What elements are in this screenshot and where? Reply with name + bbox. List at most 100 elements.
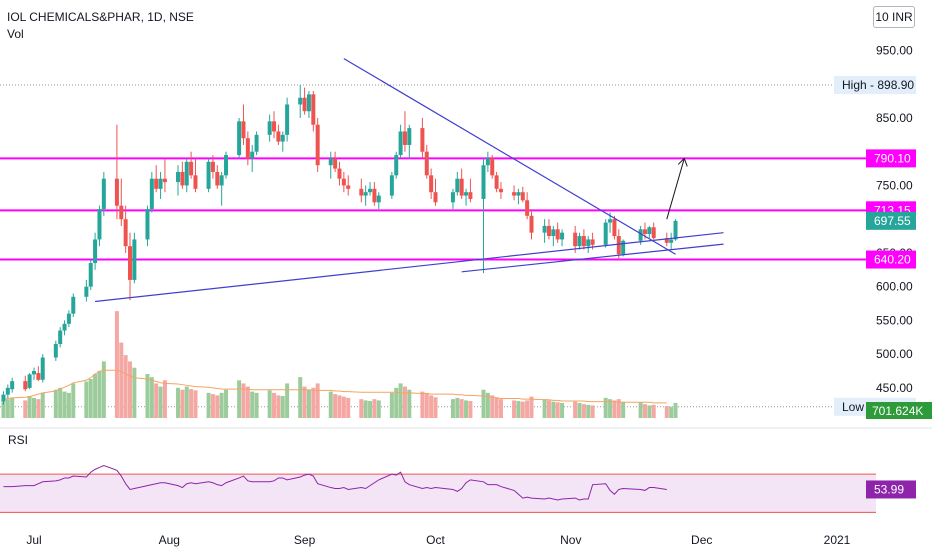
volume-bar — [359, 399, 364, 418]
candle-body — [542, 225, 547, 233]
volume-bar — [429, 395, 434, 418]
candle-body — [272, 121, 277, 132]
volume-bar — [546, 400, 551, 418]
high-label: High - 898.90 — [842, 78, 914, 92]
candle-body — [215, 171, 220, 186]
volume-bar — [302, 386, 307, 418]
volume-bar — [529, 396, 534, 418]
volume-bar — [485, 392, 490, 418]
volume-bar — [612, 400, 617, 418]
rsi-label[interactable]: RSI — [8, 433, 29, 447]
level-label-bg — [866, 149, 916, 168]
candle-body — [669, 239, 674, 243]
x-tick-label: Jul — [26, 533, 41, 547]
volume-bar — [333, 394, 338, 418]
volume-bar — [398, 383, 403, 418]
volume-bar — [180, 389, 185, 418]
volume-bar — [516, 401, 521, 418]
rsi-line — [3, 464, 667, 501]
y-tick-label: 950.00 — [876, 43, 913, 57]
y-tick-label: 450.00 — [876, 381, 913, 395]
candle-body — [590, 239, 595, 245]
candle-body — [424, 151, 429, 176]
volume-bar — [315, 383, 320, 418]
volume-bar — [638, 402, 643, 418]
volume-bar — [206, 392, 211, 418]
volume-bar — [97, 370, 102, 418]
volume-bar — [245, 386, 250, 418]
candle-body — [298, 97, 303, 105]
candle-body — [328, 158, 333, 166]
candle-body — [608, 219, 613, 223]
volume-bar — [119, 342, 124, 418]
candle-body — [494, 175, 499, 189]
volume-bar — [58, 387, 63, 418]
candle-body — [555, 229, 560, 240]
candle-body — [651, 227, 656, 239]
currency-unit-button[interactable]: 10 INR — [873, 6, 915, 28]
rsi-last-bg — [866, 480, 916, 499]
high-label-bg — [834, 75, 916, 94]
volume-bar — [176, 387, 181, 418]
candle-body — [66, 313, 71, 324]
volume-bar — [280, 396, 285, 418]
candle-body — [84, 286, 89, 297]
y-tick-label: 600.00 — [876, 280, 913, 294]
volume-bar — [36, 399, 41, 418]
volume-bar — [394, 387, 399, 418]
candle-body — [276, 131, 281, 142]
candle-body — [516, 192, 521, 196]
candle-body — [525, 200, 530, 216]
candle-body — [464, 192, 469, 196]
candle-body — [481, 165, 486, 199]
volume-bar — [193, 390, 198, 418]
candle-body — [114, 178, 119, 206]
volume-bar — [306, 389, 311, 418]
volume-bar — [363, 400, 368, 418]
volume-bar — [542, 399, 547, 418]
volume-bar — [40, 392, 45, 418]
candle-body — [603, 222, 608, 245]
symbol-title[interactable]: IOL CHEMICALS&PHAR, 1D, NSE — [7, 10, 194, 24]
volume-bar — [368, 401, 373, 418]
volume-bar — [101, 361, 106, 418]
volume-label[interactable]: Vol — [7, 27, 24, 41]
volume-bar — [590, 405, 595, 418]
last-price-label: 697.55 — [874, 214, 911, 228]
volume-bar — [341, 396, 346, 418]
x-tick-label: Sep — [294, 533, 316, 547]
volume-bar — [337, 395, 342, 418]
candle-body — [311, 94, 316, 125]
candle-body — [673, 220, 678, 240]
volume-bar — [154, 383, 159, 418]
candle-body — [189, 161, 194, 176]
candle-body — [520, 192, 525, 201]
candle-body — [128, 246, 133, 280]
candle-body — [498, 188, 503, 193]
candle-body — [27, 374, 32, 388]
candle-body — [53, 344, 58, 358]
y-tick-label: 750.00 — [876, 178, 913, 192]
y-tick-label: 850.00 — [876, 111, 913, 125]
volume-bar — [664, 406, 669, 418]
volume-bar — [224, 389, 229, 418]
volume-bar — [23, 400, 28, 418]
volume-last-bg — [866, 402, 932, 419]
candle-body — [306, 94, 311, 112]
candle-body — [551, 229, 556, 237]
candle-body — [459, 178, 464, 196]
y-tick-label: 500.00 — [876, 347, 913, 361]
volume-bar — [210, 394, 215, 418]
volume-bar — [114, 311, 119, 418]
volume-bar — [560, 402, 565, 418]
volume-bar — [241, 383, 246, 418]
candle-body — [210, 161, 215, 172]
volume-bar — [647, 405, 652, 418]
candle-body — [402, 131, 407, 145]
candle-body — [642, 229, 647, 235]
candle-body — [219, 175, 224, 186]
candle-body — [245, 138, 250, 159]
candle-body — [250, 151, 255, 159]
candle-body — [154, 178, 159, 189]
